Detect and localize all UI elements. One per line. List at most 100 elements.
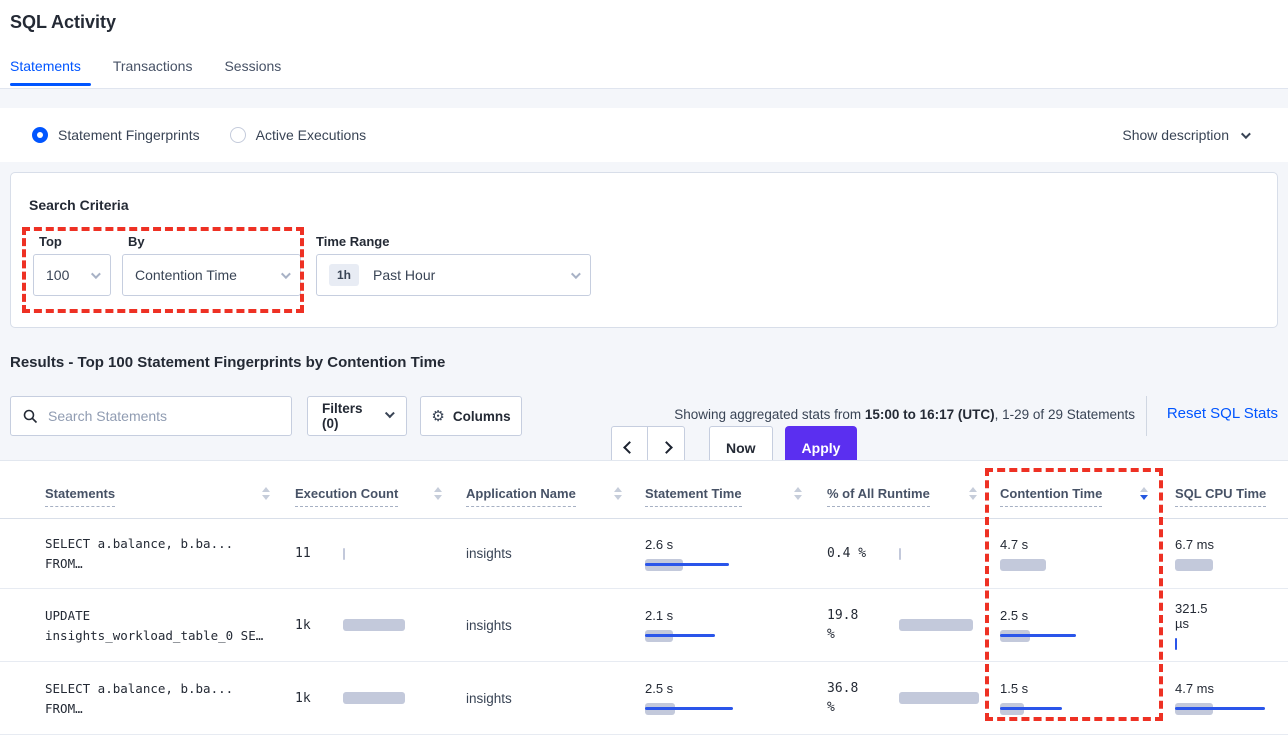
search-statements-input[interactable] [48, 408, 279, 424]
divider [1146, 396, 1147, 436]
page-header: SQL Activity Statements Transactions Ses… [0, 0, 1288, 89]
time-range-value: Past Hour [373, 267, 436, 283]
metric-bar [343, 547, 345, 560]
columns-button-label: Columns [452, 408, 511, 424]
chevron-down-icon [385, 408, 395, 418]
execution-count-cell: 11 [295, 519, 442, 588]
execution-count-cell: 1k [295, 589, 442, 661]
sql-cpu-time-cell: 4.7 ms [1175, 662, 1288, 734]
view-toggle-bar: Statement Fingerprints Active Executions… [0, 108, 1288, 162]
metric-bar [1000, 558, 1046, 571]
column-header-statements[interactable]: Statements [45, 461, 270, 518]
chevron-left-icon [623, 441, 636, 454]
reset-sql-stats-link[interactable]: Reset SQL Stats [1166, 405, 1278, 422]
chevron-down-icon [1240, 128, 1251, 139]
sort-icon-active[interactable] [1140, 487, 1148, 500]
radio-selected-icon[interactable] [32, 127, 48, 143]
radio-label: Active Executions [255, 127, 367, 143]
metric-line [645, 634, 715, 637]
column-header-statement-time[interactable]: Statement Time [645, 461, 802, 518]
metric-bar [899, 619, 973, 631]
metric-line [1000, 707, 1062, 710]
statement-cell[interactable]: SELECT a.balance, b.ba... FROM… [45, 680, 234, 716]
search-criteria-heading: Search Criteria [29, 197, 129, 213]
table-row[interactable]: SELECT a.balance, b.ba... FROM… 11 insig… [0, 519, 1288, 589]
view-radio-group: Statement Fingerprints Active Executions [32, 127, 366, 143]
pct-runtime-cell: 19.8% [827, 589, 977, 661]
sort-icon[interactable] [794, 487, 802, 500]
statements-table: Statements Execution Count Application N… [0, 460, 1288, 735]
tab-sessions[interactable]: Sessions [224, 58, 282, 74]
columns-button[interactable]: ⚙ Columns [420, 396, 522, 436]
metric-bar [1175, 558, 1213, 571]
column-header-execution-count[interactable]: Execution Count [295, 461, 442, 518]
column-header-pct-of-all-runtime[interactable]: % of All Runtime [827, 461, 977, 518]
show-description-label: Show description [1122, 127, 1229, 143]
stats-time-range: 15:00 to 16:17 (UTC) [864, 407, 995, 422]
sql-cpu-time-cell: 321.5 µs [1175, 589, 1288, 661]
statement-cell[interactable]: SELECT a.balance, b.ba... FROM… [45, 536, 234, 571]
aggregated-stats-text: Showing aggregated stats from 15:00 to 1… [674, 407, 1135, 422]
column-header-application-name[interactable]: Application Name [466, 461, 622, 518]
search-icon [23, 409, 38, 423]
results-heading: Results - Top 100 Statement Fingerprints… [10, 354, 446, 371]
statement-time-cell: 2.5 s [645, 662, 802, 734]
top-select-value: 100 [46, 267, 70, 283]
metric-line [1175, 707, 1265, 710]
show-description-toggle[interactable]: Show description [1122, 127, 1251, 143]
application-name-cell: insights [466, 546, 512, 561]
chevron-down-icon [90, 268, 101, 279]
gear-icon: ⚙ [431, 407, 445, 425]
filters-button[interactable]: Filters (0) [307, 396, 407, 436]
table-row[interactable]: SELECT a.balance, b.ba... FROM… 1k insig… [0, 662, 1288, 735]
radio-unselected-icon[interactable] [229, 127, 246, 143]
sql-cpu-time-cell: 6.7 ms [1175, 519, 1288, 588]
execution-count-cell: 1k [295, 662, 442, 734]
statement-time-cell: 2.6 s [645, 519, 802, 588]
search-criteria-card: Search Criteria Top 100 By Contention Ti… [10, 172, 1278, 469]
statement-cell[interactable]: UPDATE insights_workload_table_0 SE… [45, 607, 264, 643]
contention-time-cell: 1.5 s [1000, 662, 1148, 734]
column-header-contention-time[interactable]: Contention Time [1000, 461, 1148, 518]
contention-time-cell: 2.5 s [1000, 589, 1148, 661]
application-name-cell: insights [466, 617, 512, 633]
table-header-row: Statements Execution Count Application N… [0, 461, 1288, 519]
chevron-down-icon [570, 268, 581, 279]
sort-icon[interactable] [614, 487, 622, 500]
previous-time-range-button[interactable] [612, 427, 648, 468]
metric-bar [343, 619, 405, 631]
by-select-value: Contention Time [135, 267, 237, 283]
sort-icon[interactable] [434, 487, 442, 500]
statement-time-cell: 2.1 s [645, 589, 802, 661]
time-range-label: Time Range [316, 234, 390, 249]
table-row[interactable]: UPDATE insights_workload_table_0 SE… 1k … [0, 589, 1288, 662]
page-title: SQL Activity [10, 12, 117, 32]
time-range-select[interactable]: 1h Past Hour [316, 254, 591, 296]
metric-bar [1175, 637, 1177, 650]
pct-runtime-cell: 0.4 % [827, 519, 977, 588]
metric-line [645, 562, 729, 566]
tab-transactions[interactable]: Transactions [112, 58, 193, 74]
sort-icon[interactable] [262, 487, 270, 500]
by-select[interactable]: Contention Time [122, 254, 301, 296]
metric-line [645, 707, 733, 710]
time-range-badge: 1h [329, 264, 360, 286]
radio-active-executions[interactable]: Active Executions [229, 127, 367, 143]
pct-runtime-cell: 36.8% [827, 662, 979, 734]
filters-button-label: Filters (0) [322, 401, 363, 431]
metric-bar [899, 692, 979, 704]
top-select[interactable]: 100 [33, 254, 111, 296]
chevron-right-icon [659, 441, 673, 454]
search-statements-field[interactable] [10, 396, 292, 436]
column-header-sql-cpu-time[interactable]: SQL CPU Time [1175, 461, 1288, 518]
top-label: Top [39, 234, 62, 249]
by-label: By [128, 234, 145, 249]
tab-statements[interactable]: Statements [10, 58, 91, 86]
application-name-cell: insights [466, 690, 512, 706]
chevron-down-icon [280, 268, 291, 279]
contention-time-cell: 4.7 s [1000, 519, 1148, 588]
metric-bar [343, 692, 405, 704]
radio-statement-fingerprints[interactable]: Statement Fingerprints [32, 127, 200, 143]
sort-icon[interactable] [969, 487, 977, 500]
tab-bar: Statements Transactions Sessions [10, 58, 281, 86]
